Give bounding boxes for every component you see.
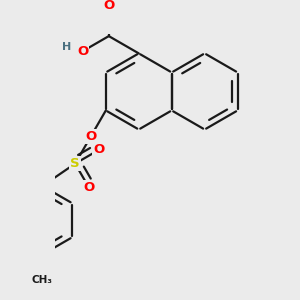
Text: O: O [85,130,96,143]
Text: CH₃: CH₃ [32,275,53,285]
Text: H: H [62,42,72,52]
Text: O: O [94,143,105,156]
Text: O: O [83,181,94,194]
Text: S: S [70,157,80,170]
Text: O: O [77,45,88,58]
Text: O: O [103,0,114,12]
